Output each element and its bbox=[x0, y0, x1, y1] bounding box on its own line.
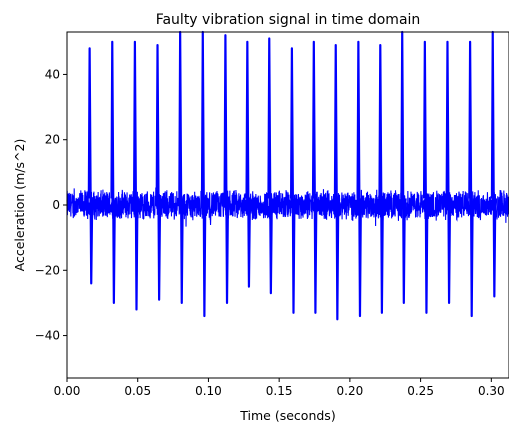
y-axis: −40 −20 0 20 40 bbox=[35, 67, 67, 343]
x-tick-label-2: 0.10 bbox=[195, 384, 222, 398]
y-tick-label-2: 0 bbox=[52, 198, 60, 212]
impulse-13 bbox=[378, 43, 385, 314]
x-axis-label: Time (seconds) bbox=[239, 408, 335, 423]
impulse-18 bbox=[490, 30, 498, 298]
impulse-11 bbox=[333, 43, 341, 321]
x-tick-label-1: 0.05 bbox=[124, 384, 151, 398]
y-tick-label-4: 40 bbox=[45, 67, 60, 81]
impulse-10 bbox=[311, 40, 319, 314]
y-tick-label-0: −40 bbox=[35, 329, 60, 343]
impulse-6 bbox=[223, 34, 230, 305]
x-axis: 0.00 0.05 0.10 0.15 0.20 0.25 0.30 bbox=[54, 378, 505, 398]
impulse-5 bbox=[200, 30, 208, 318]
impulse-8 bbox=[267, 37, 274, 295]
impulse-14 bbox=[400, 30, 407, 305]
y-axis-label: Acceleration (m/s^2) bbox=[12, 139, 27, 272]
impulse-17 bbox=[468, 40, 475, 318]
signal-trace bbox=[66, 186, 509, 227]
x-tick-label-6: 0.30 bbox=[478, 384, 505, 398]
y-tick-label-3: 20 bbox=[45, 133, 60, 147]
impulse-12 bbox=[356, 40, 363, 318]
impulse-16 bbox=[445, 40, 452, 305]
x-tick-label-5: 0.25 bbox=[407, 384, 434, 398]
impulse-3 bbox=[155, 43, 163, 301]
x-tick-label-4: 0.20 bbox=[337, 384, 364, 398]
impulse-0 bbox=[87, 47, 95, 285]
noise-series-line bbox=[66, 186, 509, 227]
impulse-7 bbox=[245, 40, 252, 288]
impulse-1 bbox=[110, 40, 117, 305]
x-tick-label-3: 0.15 bbox=[266, 384, 293, 398]
impulse-15 bbox=[422, 40, 430, 314]
y-tick-label-1: −20 bbox=[35, 263, 60, 277]
impulse-9 bbox=[289, 47, 297, 314]
impulse-2 bbox=[132, 40, 140, 311]
impulse-layer bbox=[87, 30, 498, 321]
chart-title: Faulty vibration signal in time domain bbox=[156, 12, 421, 28]
x-tick-label-0: 0.00 bbox=[54, 384, 81, 398]
impulse-4 bbox=[178, 30, 185, 305]
